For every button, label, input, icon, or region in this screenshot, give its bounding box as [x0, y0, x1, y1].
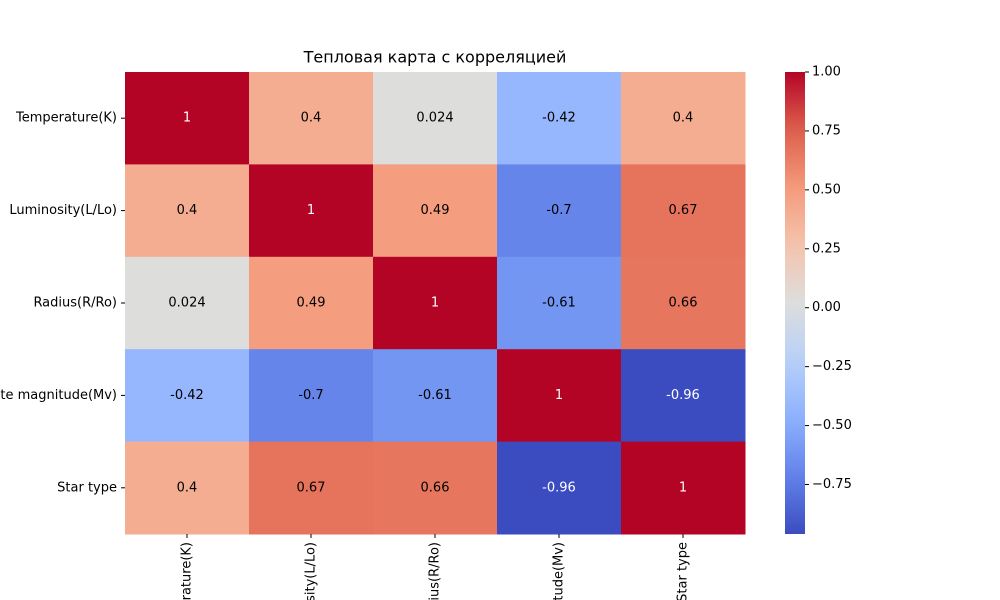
heatmap-cell [497, 441, 622, 535]
y-tick-label: Temperature(K) [15, 111, 117, 126]
cell-label: 0.66 [421, 480, 450, 495]
cell-label: 1 [183, 111, 191, 126]
heatmap-cell [497, 164, 622, 258]
cell-label: 0.4 [177, 203, 198, 218]
cell-label: -0.42 [542, 111, 576, 126]
heatmap-cell [373, 256, 498, 350]
x-tick-label: Star type [676, 542, 691, 600]
cell-label: 1 [307, 203, 315, 218]
heatmap-cell [621, 72, 746, 165]
colorbar-tick-label: 0.75 [812, 123, 841, 138]
heatmap-cell [125, 441, 250, 535]
heatmap-cell [497, 349, 622, 443]
heatmap-cell [249, 256, 374, 350]
cell-label: 1 [431, 296, 439, 311]
cell-label: 0.67 [669, 203, 698, 218]
heatmap-cell [621, 164, 746, 258]
heatmap-cell [125, 256, 250, 350]
heatmap-cell [497, 72, 622, 165]
cell-label: 1 [555, 388, 563, 403]
y-tick-label: Luminosity(L/Lo) [9, 203, 117, 218]
y-tick-label: Radius(R/Ro) [33, 296, 117, 311]
colorbar-tick-label: 0.00 [812, 300, 841, 315]
heatmap-cell [373, 349, 498, 443]
cell-label: 0.66 [669, 296, 698, 311]
heatmap-cell [249, 349, 374, 443]
heatmap-cell [125, 72, 250, 165]
chart-title: Тепловая карта с корреляцией [303, 48, 567, 67]
colorbar [785, 72, 805, 534]
heatmap-cell [249, 72, 374, 165]
y-tick-label: Star type [57, 480, 117, 495]
colorbar-tick-label: −0.75 [812, 477, 852, 492]
x-tick-label: Radius(R/Ro) [428, 542, 443, 600]
heatmap-cell [373, 441, 498, 535]
heatmap-cell [621, 441, 746, 535]
heatmap-cell [249, 441, 374, 535]
x-tick-label: Temperature(K) [180, 542, 195, 600]
y-tick-label: Absolute magnitude(Mv) [0, 388, 117, 403]
cell-label: -0.7 [298, 388, 323, 403]
colorbar-tick-label: −0.25 [812, 359, 852, 374]
cell-label: -0.96 [542, 480, 576, 495]
cell-label: 0.49 [297, 296, 326, 311]
cell-label: 0.49 [421, 203, 450, 218]
heatmap-cell [125, 349, 250, 443]
heatmap-cell [125, 164, 250, 258]
x-tick-label: Luminosity(L/Lo) [304, 542, 319, 600]
cell-label: 0.024 [416, 111, 453, 126]
cell-label: 0.67 [297, 480, 326, 495]
cell-label: 0.4 [301, 111, 322, 126]
heatmap-cell [249, 164, 374, 258]
x-tick-label: Absolute magnitude(Mv) [552, 542, 567, 600]
cell-label: 0.4 [673, 111, 694, 126]
heatmap-cell [621, 349, 746, 443]
heatmap-cell [373, 72, 498, 165]
cell-label: -0.61 [418, 388, 452, 403]
cell-label: -0.7 [546, 203, 571, 218]
cell-label: 0.024 [168, 296, 205, 311]
cell-label: -0.42 [170, 388, 204, 403]
colorbar-tick-label: 0.25 [812, 241, 841, 256]
colorbar-tick-label: 1.00 [812, 65, 841, 80]
cell-label: -0.96 [666, 388, 700, 403]
heatmap-cell [621, 256, 746, 350]
colorbar-tick-label: 0.50 [812, 182, 841, 197]
heatmap-cell [497, 256, 622, 350]
cell-label: -0.61 [542, 296, 576, 311]
heatmap-cell [373, 164, 498, 258]
cell-label: 0.4 [177, 480, 198, 495]
colorbar-tick-label: −0.50 [812, 418, 852, 433]
cell-label: 1 [679, 480, 687, 495]
